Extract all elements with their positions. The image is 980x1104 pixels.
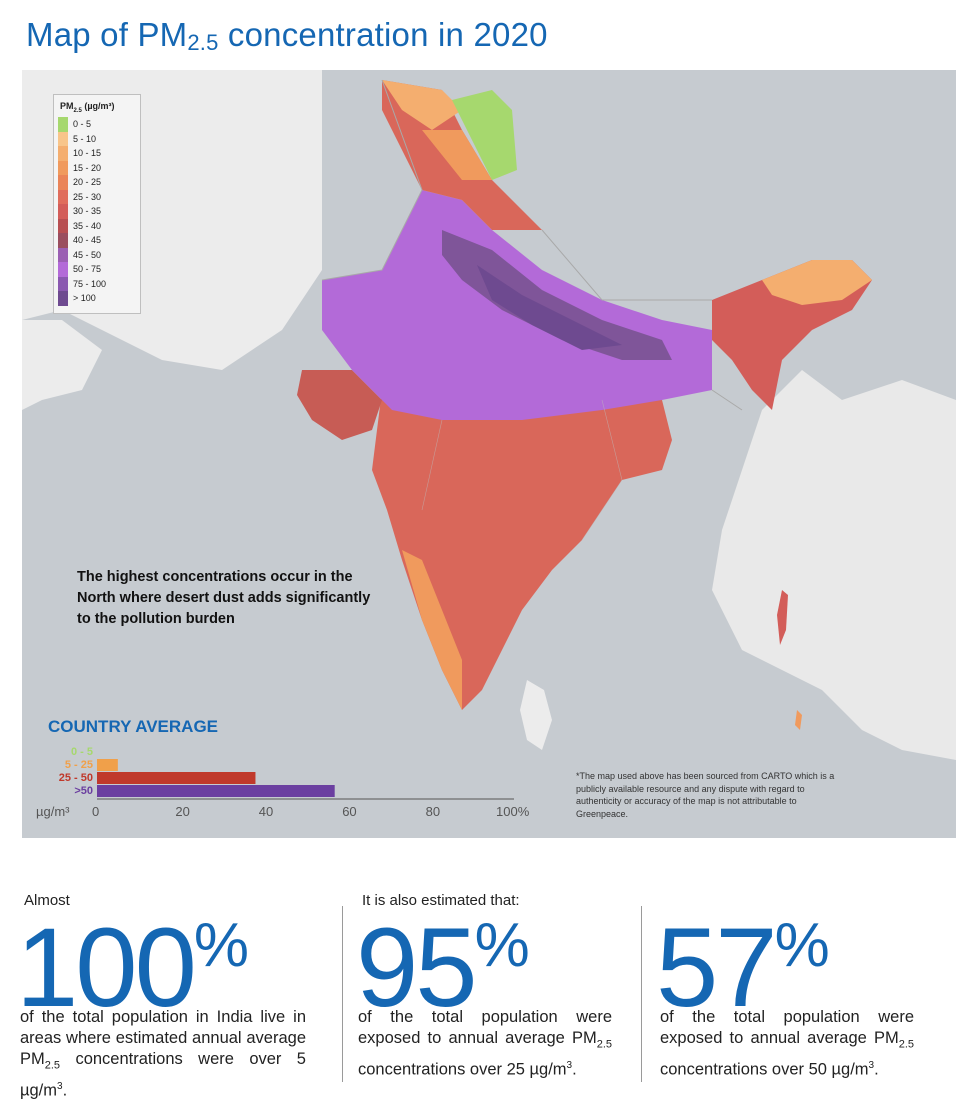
x-axis-unit: µg/m³ (36, 804, 70, 819)
stat-description-part: concentrations were over 5 µg/m (20, 1050, 306, 1100)
legend-item: 75 - 100 (58, 276, 107, 291)
bar-3 (97, 785, 335, 797)
country-average-title: COUNTRY AVERAGE (48, 717, 219, 736)
legend-swatch (58, 247, 68, 262)
stat-intro: Almost (24, 892, 70, 909)
map-callout: The highest concentrations occur in the … (77, 569, 371, 627)
legend-label: > 100 (73, 293, 96, 304)
bar-category-label: 0 - 5 (70, 746, 93, 758)
stat-description-part: of the total population were exposed to … (660, 1008, 914, 1047)
legend-label: 75 - 100 (73, 278, 107, 289)
stat-description-part: 3 (566, 1060, 573, 1072)
bar-1 (97, 759, 118, 771)
stat-unit: % (474, 911, 530, 980)
stat-description: of the total population in India live in… (20, 1007, 306, 1102)
stat-description-part: 2.5 (44, 1059, 61, 1072)
legend-item: 50 - 75 (58, 262, 106, 277)
legend-swatch (58, 276, 68, 291)
stat-value: 95 (356, 905, 478, 1030)
legend-label: 5 - 10 (73, 133, 97, 144)
stat-unit: % (193, 911, 250, 980)
stat-description-part: of the total population in India live in… (20, 1008, 306, 1068)
legend-label: 25 - 30 (73, 191, 102, 202)
legend-swatch (58, 146, 68, 161)
stat-divider (342, 906, 343, 1082)
stat-description-part: concentrations over 25 µg/m (358, 1060, 567, 1079)
page-title: Map of PM2.5 concentration in 2020 (26, 16, 548, 55)
stat-value: 57 (656, 905, 778, 1030)
pm25-map: PM2.5 (µg/m³) 0 - 5 5 - 10 10 - 15 15 - 20 2… (22, 70, 956, 838)
legend-label: 0 - 5 (73, 119, 92, 130)
legend-swatch (58, 117, 68, 132)
legend-label: 35 - 40 (73, 220, 102, 231)
legend-swatch (58, 131, 68, 146)
legend-item: 35 - 40 (58, 218, 106, 233)
x-tick-label: 100% (496, 804, 530, 819)
bar-category-label: 5 - 25 (64, 759, 93, 771)
legend-swatch (58, 218, 68, 233)
stat-description-part: of the total population were exposed to … (358, 1008, 612, 1047)
x-tick-label: 40 (258, 804, 274, 819)
legend-swatch (58, 204, 68, 219)
map-source-footnote: *The map used above has been sourced fro… (576, 771, 835, 819)
stat-intro: It is also estimated that: (362, 892, 520, 909)
legend-item: 15 - 20 (58, 160, 106, 175)
stat-description-part: . (874, 1060, 879, 1079)
legend-label: 30 - 35 (73, 206, 102, 217)
stat-unit: % (774, 911, 830, 980)
legend-swatch (58, 291, 68, 306)
x-tick-label: 0 (92, 804, 100, 819)
bar-category-label: >50 (74, 785, 93, 797)
x-tick-label: 60 (342, 804, 357, 819)
bar-2 (97, 772, 256, 784)
legend-label: 15 - 20 (73, 162, 102, 173)
stat-description-part: 2.5 (898, 1038, 914, 1051)
legend-swatch (58, 233, 68, 248)
legend-label: 45 - 50 (73, 249, 102, 260)
legend-label: 50 - 75 (73, 264, 102, 275)
stat-divider (641, 906, 642, 1082)
stat-percentage: 57% (656, 912, 830, 1024)
india-map-graphic (22, 70, 956, 838)
stat-description-part: 3 (57, 1081, 63, 1093)
legend-swatch (58, 175, 68, 190)
x-tick-label: 20 (175, 804, 190, 819)
legend-item: 5 - 10 (58, 131, 106, 146)
legend-item: 30 - 35 (58, 204, 106, 219)
legend-label: 20 - 25 (73, 177, 102, 188)
legend-label: 40 - 45 (73, 235, 102, 246)
legend-item: > 100 (58, 291, 106, 306)
legend-title: PM2.5 (µg/m³) (60, 101, 115, 114)
legend-items: 0 - 5 5 - 10 10 - 15 15 - 20 20 - 25 25 - 30 3… (58, 117, 106, 306)
legend-item: 45 - 50 (58, 247, 106, 262)
stat-percentage: 95% (356, 912, 530, 1024)
stat-description-part: . (572, 1060, 577, 1079)
legend-item: 20 - 25 (58, 175, 106, 190)
country-average-chart (97, 759, 514, 800)
legend-item: 25 - 30 (58, 189, 106, 204)
stat-description: of the total population were exposed to … (358, 1007, 612, 1081)
legend-item: 10 - 15 (58, 146, 106, 161)
legend-swatch (58, 189, 68, 204)
legend-label: 10 - 15 (73, 148, 102, 159)
stat-percentage: 100% (16, 912, 249, 1024)
stat-description-part: 2.5 (596, 1038, 612, 1051)
x-tick-label: 80 (425, 804, 441, 819)
stat-description-part: 3 (868, 1060, 875, 1072)
bar-category-label: 25 - 50 (58, 772, 93, 784)
stat-value: 100 (16, 905, 197, 1030)
stat-description-part: concentrations over 50 µg/m (660, 1060, 869, 1079)
legend-swatch (58, 160, 68, 175)
legend-item: 40 - 45 (58, 233, 106, 248)
stat-description: of the total population were exposed to … (660, 1007, 914, 1081)
stat-description-part: . (62, 1081, 68, 1100)
map-legend: PM2.5 (µg/m³) 0 - 5 5 - 10 10 - 15 15 - 20 2… (53, 94, 141, 314)
legend-item: 0 - 5 (58, 117, 106, 132)
legend-swatch (58, 262, 68, 277)
